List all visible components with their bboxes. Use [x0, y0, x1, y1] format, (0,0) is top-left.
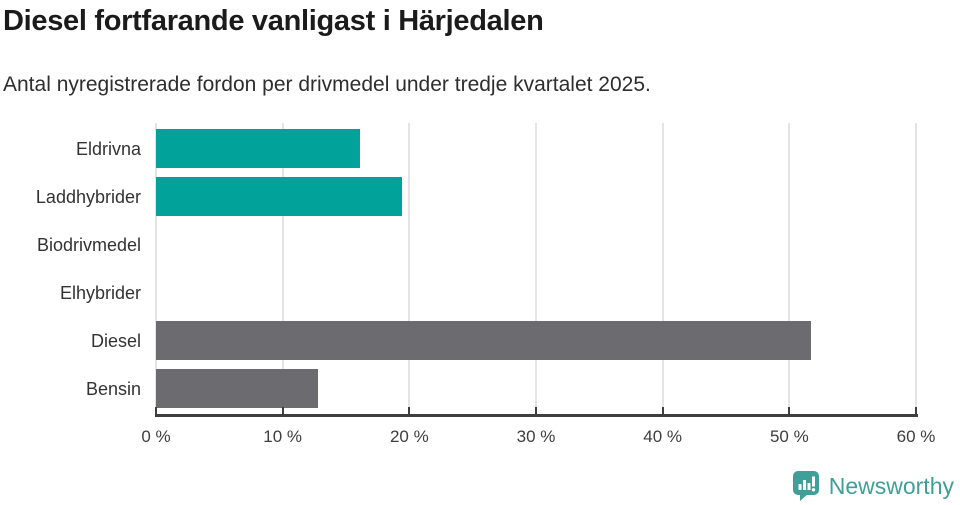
x-axis-tick-label: 30 %: [516, 427, 556, 446]
bar-track: [156, 317, 916, 365]
x-axis-tick-mark: [535, 407, 537, 415]
x-axis-tick-label: 10 %: [263, 427, 303, 446]
bar-bensin: [156, 369, 319, 408]
gridlines-layer: [155, 123, 917, 414]
category-label: Laddhybrider: [35, 186, 141, 207]
x-axis-tick-mark: [155, 407, 157, 415]
gridline: [788, 123, 791, 414]
bar-track: [156, 173, 916, 221]
chart-rows: Eldrivna Laddhybrider Biodrivmedel Elhybrid…: [0, 125, 916, 413]
x-axis-tick-label: 0 %: [141, 427, 171, 446]
chart-row: Elhybrider: [0, 269, 916, 317]
bar-track: [156, 365, 916, 413]
x-axis-tick-mark: [788, 407, 791, 415]
chart-subtitle: Antal nyregistrerade fordon per drivmede…: [3, 73, 651, 96]
x-axis-tick-mark: [408, 407, 411, 415]
category-label: Elhybrider: [59, 282, 141, 303]
chart-row: Diesel: [0, 317, 916, 365]
bar-track: [156, 269, 916, 317]
bar-chart: Eldrivna Laddhybrider Biodrivmedel Elhybrid…: [0, 123, 960, 458]
gridline: [535, 123, 537, 414]
chart-row: Bensin: [0, 365, 916, 413]
bar-eldrivna: [156, 129, 360, 168]
x-axis-tick-label: 60 %: [896, 427, 936, 446]
bar-track: [156, 221, 916, 269]
gridline: [281, 123, 284, 414]
chart-row: Biodrivmedel: [0, 221, 916, 269]
gridline: [661, 123, 664, 414]
chart-row: Eldrivna: [0, 125, 916, 173]
category-label: Biodrivmedel: [36, 234, 141, 255]
x-axis-tick-label: 40 %: [643, 427, 683, 446]
x-axis-tick-mark: [281, 407, 284, 415]
gridline: [408, 123, 411, 414]
x-axis-line: [155, 414, 918, 417]
brand-name: Newsworthy: [828, 472, 954, 499]
chart-title: Diesel fortfarande vanligast i Härjedale…: [3, 5, 544, 37]
x-axis-tick-label: 20 %: [389, 427, 429, 446]
x-axis-tick-label: 50 %: [769, 427, 809, 446]
x-axis-tick-mark: [661, 407, 664, 415]
chart-row: Laddhybrider: [0, 173, 916, 221]
bar-laddhybrider: [156, 177, 402, 216]
gridline: [915, 123, 917, 414]
bar-track: [156, 125, 916, 173]
category-label: Diesel: [90, 330, 141, 351]
gridline: [155, 123, 157, 414]
bar-diesel: [156, 321, 811, 360]
newsworthy-speech-bubble-bar-chart-icon: [792, 471, 819, 501]
newsworthy-logo: Newsworthy: [792, 470, 954, 502]
category-label: Eldrivna: [75, 138, 141, 159]
x-axis-tick-mark: [915, 407, 917, 415]
category-label: Bensin: [85, 378, 141, 399]
